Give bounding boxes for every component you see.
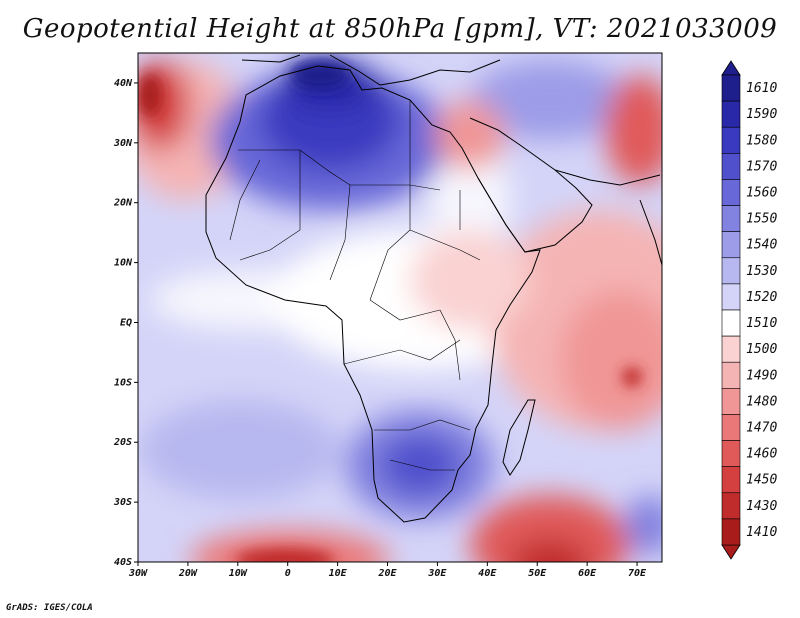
colorbar-swatch bbox=[721, 414, 741, 441]
madagascar-coast bbox=[502, 399, 536, 476]
colorbar-label: 1550 bbox=[746, 212, 777, 227]
colorbar-bottom-arrow bbox=[721, 544, 741, 560]
height-field bbox=[138, 53, 662, 562]
colorbar-swatch bbox=[721, 492, 741, 520]
colorbar-swatch bbox=[721, 205, 741, 232]
colorbar-label: 1540 bbox=[746, 238, 777, 253]
colorbar-label: 1470 bbox=[746, 421, 777, 436]
coastlines bbox=[205, 54, 663, 523]
grads-credit: GrADS: IGES/COLA bbox=[6, 603, 93, 613]
x-tick-label: 20E bbox=[377, 568, 397, 579]
colorbar-label: 1460 bbox=[746, 447, 777, 462]
y-tick-label: 40S bbox=[114, 557, 132, 568]
colorbar-label: 1410 bbox=[746, 525, 777, 540]
colorbar-top-arrow bbox=[721, 60, 741, 76]
colorbar-label: 1530 bbox=[746, 264, 777, 279]
x-tick-label: 20W bbox=[178, 568, 198, 579]
y-tick-label: 30S bbox=[113, 497, 132, 508]
colorbar-swatch bbox=[721, 440, 741, 467]
colorbar-swatch bbox=[721, 179, 741, 206]
europe-coast bbox=[241, 54, 501, 86]
india-coast bbox=[639, 199, 663, 266]
x-tick-label: 0 bbox=[285, 568, 291, 579]
field-shading bbox=[138, 60, 662, 562]
x-tick-label: 70E bbox=[628, 568, 647, 579]
colorbar-swatch bbox=[721, 100, 741, 128]
colorbar-swatch bbox=[721, 335, 741, 363]
x-tick-label: 10E bbox=[329, 568, 348, 579]
y-tick-label: 20N bbox=[113, 198, 133, 209]
colorbar-label: 1430 bbox=[746, 499, 777, 514]
colorbar-swatch bbox=[721, 361, 741, 389]
colorbar-label: 1610 bbox=[746, 81, 777, 96]
x-tick-label: 30W bbox=[128, 568, 148, 579]
colorbar-swatch bbox=[721, 74, 741, 102]
colorbar-label: 1500 bbox=[746, 342, 777, 357]
colorbar-swatch bbox=[721, 153, 741, 180]
x-tick-label: 30E bbox=[427, 568, 447, 579]
colorbar-label: 1560 bbox=[746, 186, 777, 201]
colorbar-swatch bbox=[721, 388, 741, 415]
field-cores bbox=[138, 60, 642, 562]
colorbar-label: 1520 bbox=[746, 290, 777, 305]
y-tick-label: 10N bbox=[114, 258, 133, 269]
colorbar-swatch bbox=[721, 466, 741, 494]
y-tick-label: 20S bbox=[113, 437, 132, 448]
colorbar-label: 1490 bbox=[746, 368, 777, 383]
x-tick-label: 50E bbox=[528, 568, 547, 579]
x-tick-label: 60E bbox=[578, 568, 597, 579]
y-tick-label: 30N bbox=[113, 138, 133, 149]
africa-coast bbox=[205, 65, 541, 523]
colorbar-label: 1480 bbox=[746, 394, 777, 409]
colorbar-label: 1510 bbox=[746, 316, 777, 331]
colorbar-swatch bbox=[721, 231, 741, 259]
y-tick-label: EQ bbox=[120, 317, 132, 328]
colorbar-swatch bbox=[721, 283, 741, 311]
colorbar-swatch bbox=[721, 126, 741, 154]
map-title: Geopotential Height at 850hPa [gpm], VT:… bbox=[22, 14, 778, 44]
country-borders bbox=[229, 100, 481, 471]
colorbar-label: 1590 bbox=[746, 107, 777, 122]
persia-coast bbox=[554, 169, 661, 186]
colorbar-swatch bbox=[721, 309, 741, 337]
colorbar-swatch bbox=[721, 257, 741, 285]
y-tick-label: 10S bbox=[114, 377, 132, 388]
x-tick-label: 40E bbox=[478, 568, 497, 579]
x-tick-label: 10W bbox=[229, 568, 248, 579]
plot-frame bbox=[137, 52, 663, 563]
colorbar-label: 1570 bbox=[746, 159, 777, 174]
axis-ticks: 30W 20W 10W 0 10E 20E 30E 40E 50E 60E 70E 40N 30N 20N… bbox=[113, 78, 647, 579]
colorbar: 1610 1590 1580 1570 1560 1550 1540 1530 1520 1510… bbox=[721, 60, 777, 560]
colorbar-swatch bbox=[721, 518, 741, 546]
colorbar-label: 1450 bbox=[746, 473, 777, 488]
colorbar-label: 1580 bbox=[746, 133, 777, 148]
arabia-coast bbox=[469, 117, 593, 253]
y-tick-label: 40N bbox=[114, 78, 133, 89]
